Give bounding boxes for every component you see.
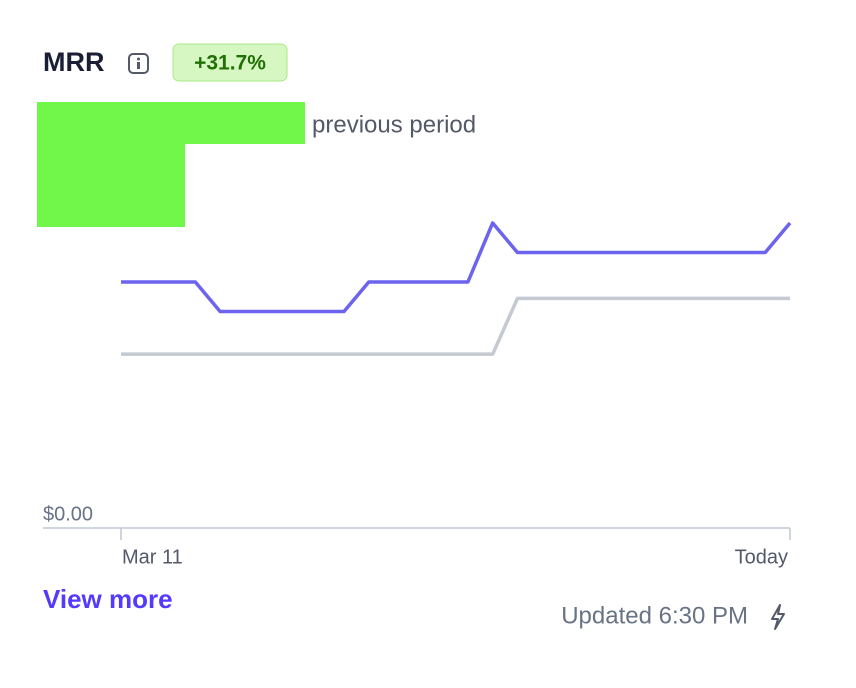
- y-tick-label: $0.00: [43, 503, 93, 525]
- view-more-link[interactable]: View more: [43, 584, 173, 614]
- x-tick-label: Mar 11: [122, 546, 183, 568]
- info-icon[interactable]: [128, 53, 149, 74]
- bolt-icon: [771, 604, 785, 630]
- updated-time: Updated 6:30 PM: [561, 602, 748, 629]
- legend-label: previous period: [312, 111, 476, 138]
- series-line: [121, 296, 790, 356]
- widget-title: MRR: [43, 47, 105, 77]
- change-value: +31.7%: [194, 52, 266, 75]
- series-line: [121, 221, 792, 314]
- redacted: [37, 102, 305, 227]
- x-tick-label: Today: [735, 546, 788, 568]
- change-badge: [172, 43, 288, 82]
